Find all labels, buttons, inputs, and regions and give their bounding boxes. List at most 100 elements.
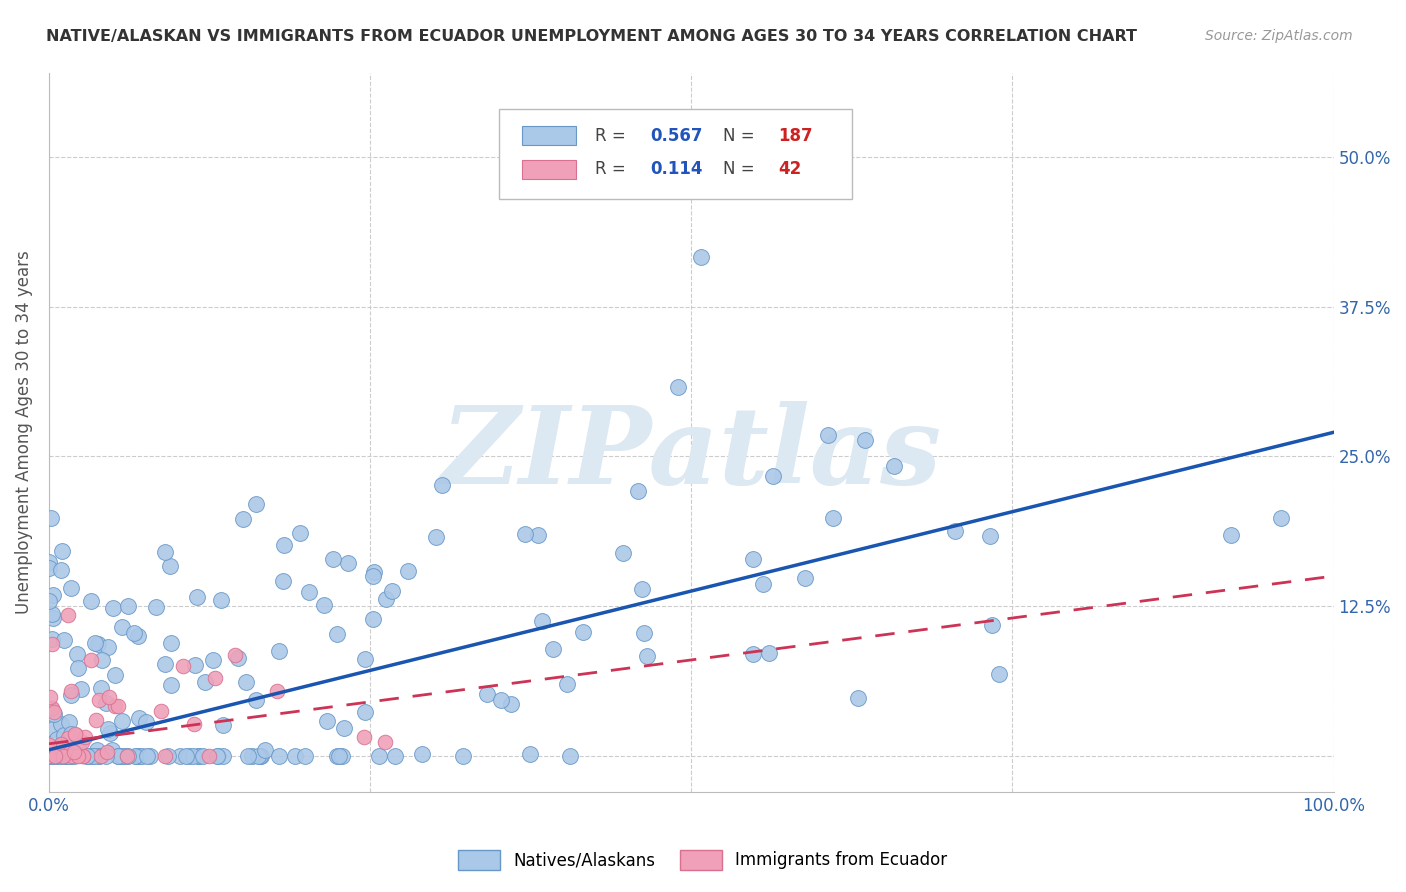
Point: [58, 714, 80, 729]
Point: [354, 651, 377, 665]
Point: [80, 594, 103, 608]
Point: [172, 659, 194, 673]
Point: [107, 748, 129, 763]
Point: [104, 698, 127, 713]
Point: [232, 512, 254, 526]
Point: [269, 748, 291, 763]
Point: [41, 607, 63, 622]
Point: [883, 458, 905, 473]
Point: [194, 674, 217, 689]
Point: [101, 601, 124, 615]
Point: [1270, 510, 1292, 524]
Point: [42, 587, 65, 601]
Point: [204, 671, 226, 685]
Point: [122, 626, 145, 640]
Point: [101, 743, 124, 757]
Point: [124, 748, 146, 763]
Point: [174, 748, 197, 763]
Point: [45, 732, 67, 747]
Point: [322, 552, 344, 566]
Point: [742, 552, 765, 566]
Point: [336, 556, 359, 570]
Point: [96, 745, 118, 759]
Point: [72, 748, 94, 763]
Point: [361, 612, 384, 626]
Point: [59, 748, 82, 763]
Point: [943, 524, 966, 538]
Point: [59, 684, 82, 698]
Point: [70, 735, 93, 749]
Point: [527, 527, 550, 541]
Point: [315, 714, 337, 729]
Point: [181, 748, 204, 763]
Point: [59, 582, 82, 596]
Point: [187, 748, 209, 763]
Point: [128, 711, 150, 725]
Point: [76, 748, 98, 763]
Point: [89, 748, 111, 763]
Point: [39, 702, 62, 716]
Point: [979, 529, 1001, 543]
Point: [125, 748, 148, 763]
Point: [107, 699, 129, 714]
Point: [368, 748, 391, 763]
Point: [560, 748, 582, 763]
Point: [89, 693, 111, 707]
Point: [72, 748, 94, 763]
Point: [41, 637, 63, 651]
Point: [666, 380, 689, 394]
Point: [127, 629, 149, 643]
Point: [67, 661, 90, 675]
Y-axis label: Unemployment Among Ages 30 to 34 years: Unemployment Among Ages 30 to 34 years: [15, 251, 32, 615]
Point: [202, 653, 225, 667]
Point: [198, 748, 221, 763]
Point: [115, 748, 138, 763]
Point: [375, 592, 398, 607]
Point: [39, 511, 62, 525]
Point: [294, 748, 316, 763]
Point: [44, 748, 66, 763]
Point: [153, 748, 176, 763]
Point: [86, 713, 108, 727]
Point: [49, 716, 72, 731]
Point: [205, 748, 228, 763]
Point: [51, 737, 73, 751]
Point: [541, 642, 564, 657]
Point: [49, 563, 72, 577]
Point: [98, 726, 121, 740]
Point: [38, 748, 60, 763]
Point: [288, 525, 311, 540]
Point: [52, 748, 75, 763]
Point: [62, 748, 84, 763]
Point: [254, 743, 277, 757]
Point: [65, 728, 87, 742]
Point: [250, 748, 273, 763]
Point: [41, 610, 63, 624]
Point: [183, 716, 205, 731]
Point: [135, 715, 157, 730]
Point: [42, 748, 65, 763]
Point: [491, 693, 513, 707]
Point: [266, 684, 288, 698]
Point: [46, 748, 69, 763]
Point: [330, 748, 353, 763]
Point: [153, 657, 176, 672]
Point: [627, 483, 650, 498]
Point: [53, 748, 76, 763]
Point: [51, 748, 73, 763]
Point: [145, 599, 167, 614]
Point: [117, 748, 139, 763]
Point: [530, 615, 553, 629]
Point: [267, 644, 290, 658]
Point: [430, 478, 453, 492]
Point: [235, 675, 257, 690]
Point: [499, 697, 522, 711]
Point: [44, 706, 66, 721]
Point: [271, 574, 294, 588]
Point: [75, 730, 97, 744]
Point: [80, 653, 103, 667]
Point: [51, 544, 73, 558]
Point: [273, 538, 295, 552]
Point: [636, 648, 658, 663]
Point: [555, 676, 578, 690]
